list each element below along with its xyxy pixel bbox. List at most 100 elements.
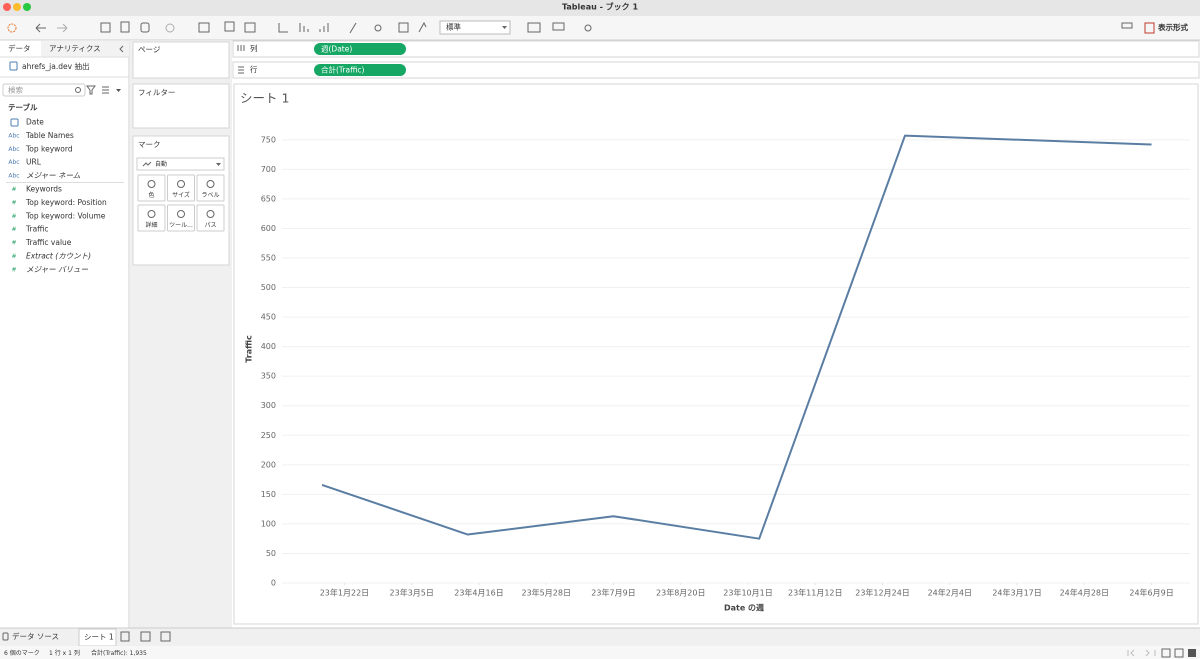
mark-button-icon — [206, 180, 215, 188]
field-type-icon: # — [11, 186, 16, 193]
analytics-tab[interactable]: アナリティクス — [49, 44, 101, 53]
x-tick-label: 24年4月28日 — [1060, 588, 1109, 598]
nav-buttons[interactable] — [1127, 649, 1156, 657]
pages-title: ページ — [138, 45, 161, 54]
duplicate-button[interactable] — [224, 21, 235, 32]
filter-button[interactable] — [86, 85, 96, 95]
data-pane — [0, 41, 129, 628]
field[interactable]: メジャー ネーム — [26, 171, 81, 180]
field[interactable]: Table Names — [25, 131, 74, 140]
view-full[interactable] — [1188, 649, 1196, 657]
show-me-button[interactable]: 表示形式 — [1158, 22, 1188, 32]
group-button[interactable] — [374, 24, 382, 32]
y-tick-label: 400 — [261, 342, 276, 351]
zoom-button[interactable] — [23, 3, 31, 11]
y-tick-label: 250 — [261, 431, 276, 440]
x-tick-label: 24年2月4日 — [928, 588, 972, 598]
pages-card — [132, 41, 230, 79]
mark-type-icon — [142, 161, 152, 167]
field-type-icon: Abc — [8, 146, 19, 153]
field[interactable]: Top keyword: Position — [25, 198, 107, 207]
field[interactable]: Keywords — [26, 185, 62, 194]
fit-dropdown[interactable] — [439, 20, 511, 35]
menu-arrow[interactable] — [116, 89, 121, 92]
swap-button[interactable] — [278, 23, 288, 33]
new-sheet-tab[interactable] — [120, 631, 130, 642]
tableau-logo[interactable] — [7, 23, 17, 33]
show-me-icon[interactable] — [1144, 22, 1155, 34]
fit-value: 標準 — [446, 22, 461, 32]
status-sum: 合計(Traffic): 1,935 — [91, 649, 147, 657]
view-button[interactable] — [102, 86, 109, 94]
new-story-tab[interactable] — [160, 631, 171, 642]
worksheet — [233, 83, 1199, 625]
new-datasource-button[interactable] — [120, 21, 130, 33]
field[interactable]: Traffic value — [25, 238, 72, 247]
mark-type-dropdown[interactable] — [136, 157, 225, 171]
field[interactable]: Date — [26, 118, 44, 127]
datasource-tab[interactable]: データ ソース — [12, 631, 59, 641]
datasource-tab-icon — [2, 632, 9, 641]
x-tick-label: 24年6月9日 — [1129, 588, 1173, 598]
field[interactable]: Top keyword: Volume — [25, 211, 106, 220]
highlight-button[interactable] — [349, 22, 357, 34]
section-title: テーブル — [8, 102, 38, 112]
mark-button-label: サイズ — [172, 191, 190, 199]
pin-button[interactable] — [418, 21, 427, 33]
mark-button-icon — [177, 180, 185, 188]
y-tick-label: 700 — [261, 165, 276, 174]
sheet-title: シート 1 — [240, 91, 289, 106]
x-tick-label: 23年3月5日 — [390, 588, 434, 598]
y-tick-label: 450 — [261, 313, 276, 322]
y-tick-label: 750 — [261, 135, 276, 144]
x-tick-label: 23年11月12日 — [788, 588, 843, 598]
datasource-button[interactable] — [140, 22, 150, 33]
mark-button-label: 詳細 — [145, 221, 157, 229]
datasource-name[interactable]: ahrefs_ja.dev 抽出 — [22, 61, 89, 71]
data-tab-bg — [0, 41, 41, 57]
y-tick-label: 300 — [261, 401, 276, 410]
field[interactable]: Top keyword — [25, 144, 73, 153]
search-box[interactable] — [2, 83, 86, 97]
analytics-tab-bg — [41, 41, 129, 57]
format-painter[interactable] — [1121, 22, 1133, 29]
sort-asc-button[interactable] — [299, 23, 309, 32]
field-type-icon: Abc — [8, 173, 19, 180]
minimize-button[interactable] — [13, 3, 21, 11]
new-sheet-button[interactable] — [198, 22, 210, 33]
rows-icon — [238, 66, 244, 74]
label-button[interactable] — [398, 22, 409, 33]
back-button[interactable] — [35, 23, 46, 33]
save-button[interactable] — [100, 22, 111, 33]
clear-button[interactable] — [244, 22, 256, 33]
y-tick-label: 100 — [261, 519, 276, 528]
forward-button[interactable] — [57, 23, 68, 33]
pill[interactable] — [314, 64, 406, 76]
field[interactable]: Extract (カウント) — [26, 252, 91, 261]
sheet-tab[interactable]: シート 1 — [84, 633, 114, 642]
field[interactable]: Traffic — [25, 225, 49, 234]
presentation-button[interactable] — [552, 22, 565, 31]
collapse-button[interactable] — [119, 45, 124, 53]
y-tick-label: 600 — [261, 224, 276, 233]
close-button[interactable] — [3, 3, 11, 11]
view-list[interactable] — [1174, 648, 1184, 658]
view-grid[interactable] — [1161, 648, 1171, 658]
plot: 0 50 100 150 200 250 300 350 400 450 500 550 600 650 7… — [261, 134, 1190, 598]
pill[interactable] — [314, 43, 406, 55]
share-button[interactable] — [584, 24, 592, 32]
mark-button-label: 色 — [148, 191, 154, 199]
dropdown-arrow — [502, 26, 507, 29]
y-tick-label: 50 — [266, 549, 276, 558]
refresh-button[interactable] — [165, 23, 175, 33]
y-tick-label: 500 — [261, 283, 276, 292]
field-type-icon: # — [11, 266, 16, 273]
sort-desc-button[interactable] — [319, 23, 329, 32]
field[interactable]: URL — [26, 158, 42, 167]
cards-button[interactable] — [527, 22, 541, 33]
data-tab[interactable]: データ — [8, 43, 31, 53]
new-dashboard-tab[interactable] — [140, 631, 151, 642]
field[interactable]: メジャー バリュー — [26, 265, 89, 274]
